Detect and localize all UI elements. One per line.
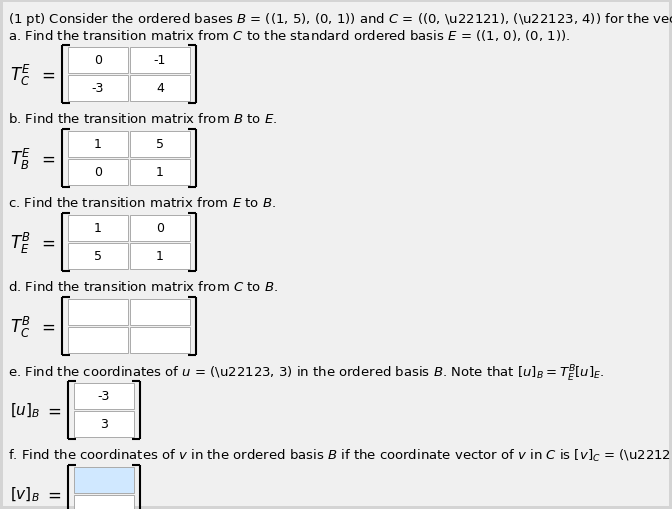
Bar	[68, 132, 128, 158]
Text: $\mathit{T}_B^E$: $\mathit{T}_B^E$	[10, 146, 31, 171]
Text: 1: 1	[156, 166, 164, 179]
Text: $[\mathit{v}]_B$: $[\mathit{v}]_B$	[10, 485, 40, 503]
Text: 0: 0	[94, 166, 102, 179]
Text: 5: 5	[156, 138, 164, 151]
Bar	[68, 48, 128, 74]
Text: 3: 3	[100, 418, 108, 431]
Text: 1: 1	[94, 222, 102, 235]
Bar	[130, 76, 190, 102]
Text: $=$: $=$	[44, 401, 61, 419]
Text: 0: 0	[156, 222, 164, 235]
Text: -1: -1	[154, 54, 166, 67]
Bar	[68, 160, 128, 186]
Text: (1 pt) Consider the ordered bases $\mathbf{\it{B}}$ = ((1, 5), (0, 1)) and $\mat: (1 pt) Consider the ordered bases $\math…	[8, 10, 672, 30]
Text: 5: 5	[94, 250, 102, 263]
Text: $=$: $=$	[38, 66, 55, 84]
Text: $\mathit{T}_C^E$: $\mathit{T}_C^E$	[10, 62, 31, 88]
Bar	[68, 76, 128, 102]
Text: d. Find the transition matrix from $\mathit{C}$ to $\mathit{B}$.: d. Find the transition matrix from $\mat…	[8, 279, 278, 293]
Text: -3: -3	[92, 82, 104, 95]
Bar	[68, 299, 128, 325]
Text: e. Find the coordinates of $\mathit{u}$ = (\u22123, 3) in the ordered basis $\ma: e. Find the coordinates of $\mathit{u}$ …	[8, 363, 605, 383]
Bar	[74, 383, 134, 409]
Bar	[130, 243, 190, 269]
Text: 0: 0	[94, 54, 102, 67]
Bar	[130, 160, 190, 186]
Text: $[\mathit{u}]_B$: $[\mathit{u}]_B$	[10, 401, 40, 419]
Text: $=$: $=$	[38, 150, 55, 167]
Text: b. Find the transition matrix from $\mathit{B}$ to $\mathit{E}$.: b. Find the transition matrix from $\mat…	[8, 112, 277, 126]
Text: $\mathit{T}_E^B$: $\mathit{T}_E^B$	[10, 230, 31, 255]
Bar	[130, 216, 190, 242]
Text: 4: 4	[156, 82, 164, 95]
Text: $=$: $=$	[38, 234, 55, 251]
Bar	[130, 327, 190, 353]
Bar	[74, 467, 134, 493]
Bar	[130, 132, 190, 158]
Text: a. Find the transition matrix from $\mathit{C}$ to the standard ordered basis $\: a. Find the transition matrix from $\mat…	[8, 28, 571, 43]
Bar	[130, 48, 190, 74]
Text: $\mathit{T}_C^B$: $\mathit{T}_C^B$	[10, 314, 31, 339]
Text: 1: 1	[156, 250, 164, 263]
Bar	[74, 411, 134, 437]
Text: -3: -3	[98, 390, 110, 403]
Text: f. Find the coordinates of $\mathit{v}$ in the ordered basis $\mathit{B}$ if the: f. Find the coordinates of $\mathit{v}$ …	[8, 447, 672, 463]
Bar	[74, 495, 134, 509]
Bar	[68, 216, 128, 242]
Text: c. Find the transition matrix from $\mathit{E}$ to $\mathit{B}$.: c. Find the transition matrix from $\mat…	[8, 195, 276, 210]
Text: 1: 1	[94, 138, 102, 151]
Bar	[68, 327, 128, 353]
Bar	[130, 299, 190, 325]
Bar	[68, 243, 128, 269]
Text: $=$: $=$	[38, 318, 55, 335]
Text: $=$: $=$	[44, 485, 61, 503]
